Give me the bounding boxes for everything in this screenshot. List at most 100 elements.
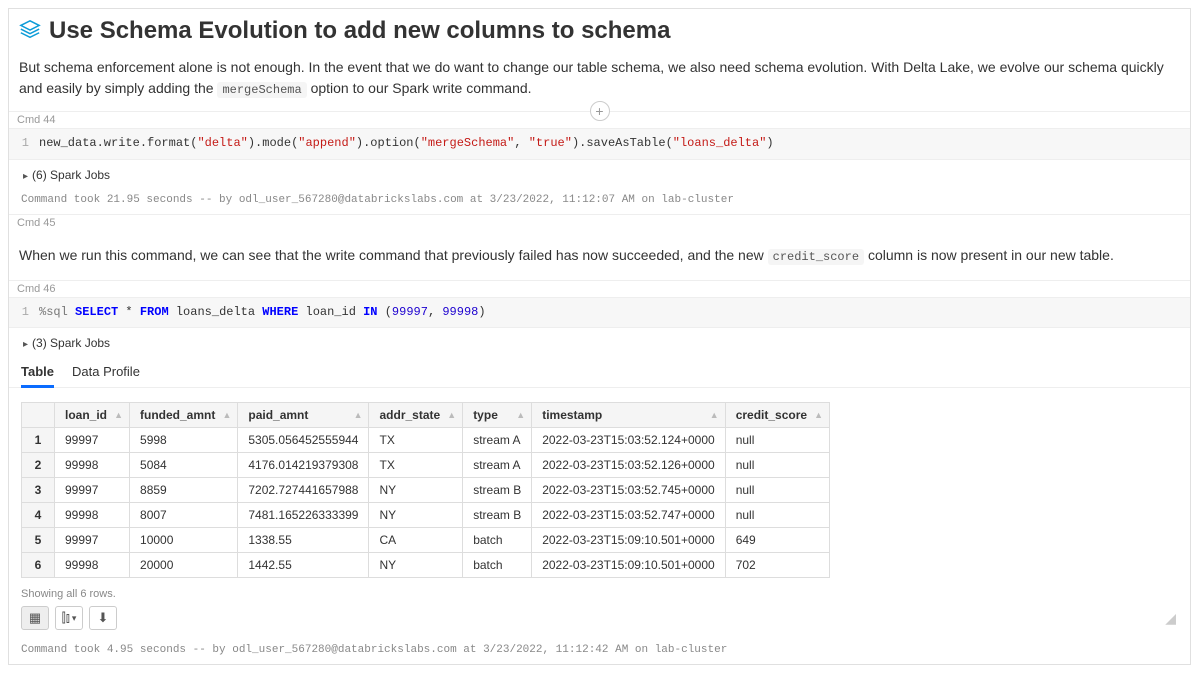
cell: 5305.056452555944: [238, 428, 369, 453]
cell: null: [725, 453, 829, 478]
cell: 2022-03-23T15:09:10.501+0000: [532, 553, 725, 578]
chart-view-button[interactable]: ⫿⫾▾: [55, 606, 83, 630]
row-index: 2: [22, 453, 55, 478]
cell: NY: [369, 503, 463, 528]
cell: null: [725, 428, 829, 453]
cmd-44-code-cell[interactable]: 1 new_data.write.format("delta").mode("a…: [9, 128, 1190, 160]
line-number: 1: [17, 302, 39, 324]
row-index: 6: [22, 553, 55, 578]
cmd-44-status: Command took 21.95 seconds -- by odl_use…: [9, 190, 1190, 214]
sort-icon: ▲: [222, 410, 231, 420]
cmd-45-text-pre: When we run this command, we can see tha…: [19, 247, 768, 263]
cell: 2022-03-23T15:03:52.745+0000: [532, 478, 725, 503]
cell: 7202.727441657988: [238, 478, 369, 503]
cell: 2022-03-23T15:03:52.747+0000: [532, 503, 725, 528]
cell: null: [725, 503, 829, 528]
cmd-45-label: Cmd 45: [9, 214, 1190, 231]
cell: 2022-03-23T15:09:10.501+0000: [532, 528, 725, 553]
sort-icon: ▲: [710, 410, 719, 420]
chart-icon: ⫿⫾: [62, 610, 70, 626]
table-row[interactable]: 19999759985305.056452555944TXstream A202…: [22, 428, 830, 453]
cell: null: [725, 478, 829, 503]
cell: 4176.014219379308: [238, 453, 369, 478]
row-index: 5: [22, 528, 55, 553]
cell: TX: [369, 428, 463, 453]
cell: 20000: [130, 553, 238, 578]
cell: 702: [725, 553, 829, 578]
tab-table[interactable]: Table: [21, 364, 54, 388]
cell: 1442.55: [238, 553, 369, 578]
cell: 8859: [130, 478, 238, 503]
line-number: 1: [17, 133, 39, 155]
cmd-45-text-post: column is now present in our new table.: [868, 247, 1114, 263]
row-index-header: [22, 403, 55, 428]
cell: 649: [725, 528, 829, 553]
cell: 99997: [55, 528, 130, 553]
table-row[interactable]: 29999850844176.014219379308TXstream A202…: [22, 453, 830, 478]
sort-icon: ▲: [354, 410, 363, 420]
expand-icon: ▸: [23, 339, 28, 350]
cell: CA: [369, 528, 463, 553]
mergeschema-code: mergeSchema: [217, 82, 306, 98]
code-content: new_data.write.format("delta").mode("app…: [39, 133, 774, 155]
table-row[interactable]: 599997100001338.55CAbatch2022-03-23T15:0…: [22, 528, 830, 553]
table-row[interactable]: 39999788597202.727441657988NYstream B202…: [22, 478, 830, 503]
intro-text-pre: But schema enforcement alone is not enou…: [19, 59, 1164, 96]
code-content: %sql SELECT * FROM loans_delta WHERE loa…: [39, 302, 486, 324]
add-cell-button[interactable]: +: [590, 101, 610, 121]
cell: NY: [369, 553, 463, 578]
cell: 99997: [55, 478, 130, 503]
column-header-timestamp[interactable]: timestamp▲: [532, 403, 725, 428]
cell: 5084: [130, 453, 238, 478]
column-header-type[interactable]: type▲: [463, 403, 532, 428]
table-view-button[interactable]: ▦: [21, 606, 49, 630]
tab-data-profile[interactable]: Data Profile: [72, 364, 140, 387]
cell: batch: [463, 528, 532, 553]
cell: 5998: [130, 428, 238, 453]
sort-icon: ▲: [516, 410, 525, 420]
page-title: Use Schema Evolution to add new columns …: [49, 17, 670, 45]
row-count-label: Showing all 6 rows.: [9, 582, 1190, 606]
cell: 99998: [55, 503, 130, 528]
cell: batch: [463, 553, 532, 578]
cell: 99997: [55, 428, 130, 453]
cmd-46-label: Cmd 46: [9, 280, 1190, 297]
download-icon: ⬇: [98, 610, 109, 626]
plus-icon: +: [595, 103, 603, 119]
cell: stream A: [463, 428, 532, 453]
column-header-addr_state[interactable]: addr_state▲: [369, 403, 463, 428]
results-table: loan_id▲funded_amnt▲paid_amnt▲addr_state…: [21, 402, 830, 578]
caret-icon: ▾: [72, 613, 77, 624]
cmd-45-text: When we run this command, we can see tha…: [9, 231, 1190, 280]
row-index: 3: [22, 478, 55, 503]
cell: TX: [369, 453, 463, 478]
column-header-funded_amnt[interactable]: funded_amnt▲: [130, 403, 238, 428]
cell: 1338.55: [238, 528, 369, 553]
cell: stream B: [463, 478, 532, 503]
cmd-44-label: Cmd 44 +: [9, 111, 1190, 128]
cell: stream B: [463, 503, 532, 528]
sort-icon: ▲: [114, 410, 123, 420]
cell: 2022-03-23T15:03:52.124+0000: [532, 428, 725, 453]
table-row[interactable]: 699998200001442.55NYbatch2022-03-23T15:0…: [22, 553, 830, 578]
cell: 10000: [130, 528, 238, 553]
cell: 99998: [55, 453, 130, 478]
databricks-logo-icon: [19, 19, 41, 44]
cell: 2022-03-23T15:03:52.126+0000: [532, 453, 725, 478]
column-header-paid_amnt[interactable]: paid_amnt▲: [238, 403, 369, 428]
spark-jobs-toggle-44[interactable]: ▸(6) Spark Jobs: [9, 160, 1190, 190]
expand-icon: ▸: [23, 171, 28, 182]
column-header-credit_score[interactable]: credit_score▲: [725, 403, 829, 428]
cell: 7481.165226333399: [238, 503, 369, 528]
download-button[interactable]: ⬇: [89, 606, 117, 630]
table-row[interactable]: 49999880077481.165226333399NYstream B202…: [22, 503, 830, 528]
row-index: 1: [22, 428, 55, 453]
column-header-loan_id[interactable]: loan_id▲: [55, 403, 130, 428]
resize-handle[interactable]: ◢: [1165, 610, 1178, 627]
spark-jobs-toggle-46[interactable]: ▸(3) Spark Jobs: [9, 328, 1190, 358]
sort-icon: ▲: [447, 410, 456, 420]
cell: NY: [369, 478, 463, 503]
cmd-46-code-cell[interactable]: 1 %sql SELECT * FROM loans_delta WHERE l…: [9, 297, 1190, 329]
cell: 8007: [130, 503, 238, 528]
sort-icon: ▲: [814, 410, 823, 420]
